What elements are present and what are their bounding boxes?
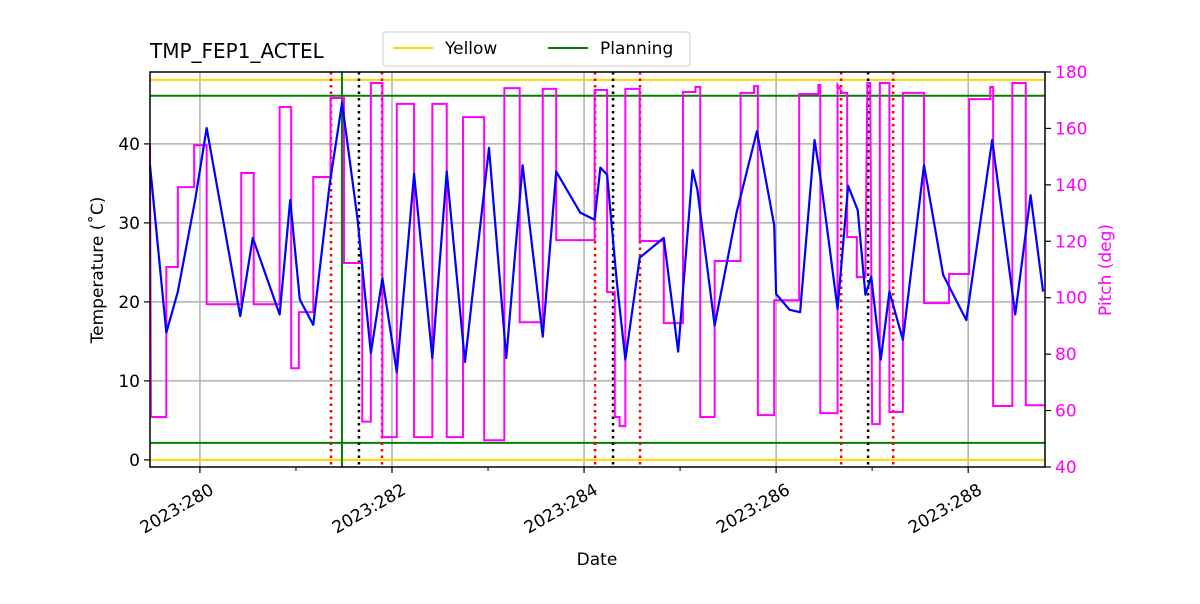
x-axis-label: Date xyxy=(577,550,618,570)
y2-axis-label: Pitch (deg) xyxy=(1096,224,1116,316)
x-tick-label: 2023:284 xyxy=(521,480,602,538)
y2-tick-label: 60 xyxy=(1055,402,1077,422)
y-tick-label: 40 xyxy=(118,135,140,155)
y2-tick-label: 100 xyxy=(1055,289,1087,309)
y-tick-label: 10 xyxy=(118,372,140,392)
series xyxy=(148,81,1045,442)
y-axis-label: Temperature (˚C) xyxy=(87,197,108,345)
y2-tick-label: 120 xyxy=(1055,232,1087,252)
x-tick-label: 2023:280 xyxy=(137,480,218,538)
chart-title: TMP_FEP1_ACTEL xyxy=(149,39,325,63)
y2-tick-label: 80 xyxy=(1055,345,1077,365)
y-tick-label: 0 xyxy=(129,451,140,471)
pitch-series-line xyxy=(149,81,1045,442)
y2-tick-label: 160 xyxy=(1055,119,1087,139)
y2-tick-label: 180 xyxy=(1055,63,1087,83)
limit-lines xyxy=(150,78,1045,461)
x-tick-label: 2023:282 xyxy=(329,480,410,538)
y-tick-label: 20 xyxy=(118,293,140,313)
legend-label-planning: Planning xyxy=(600,39,673,59)
y-tick-label: 30 xyxy=(118,214,140,234)
x-tick-label: 2023:286 xyxy=(713,480,794,538)
event-lines xyxy=(329,72,895,467)
x-tick-label: 2023:288 xyxy=(905,480,986,538)
temperature-series-line xyxy=(148,101,1045,374)
plot-frame xyxy=(149,71,1046,468)
y2-tick-label: 140 xyxy=(1055,176,1087,196)
y2-tick-label: 40 xyxy=(1055,458,1077,478)
legend: Yellow Planning xyxy=(382,31,691,67)
legend-label-yellow: Yellow xyxy=(444,39,497,59)
